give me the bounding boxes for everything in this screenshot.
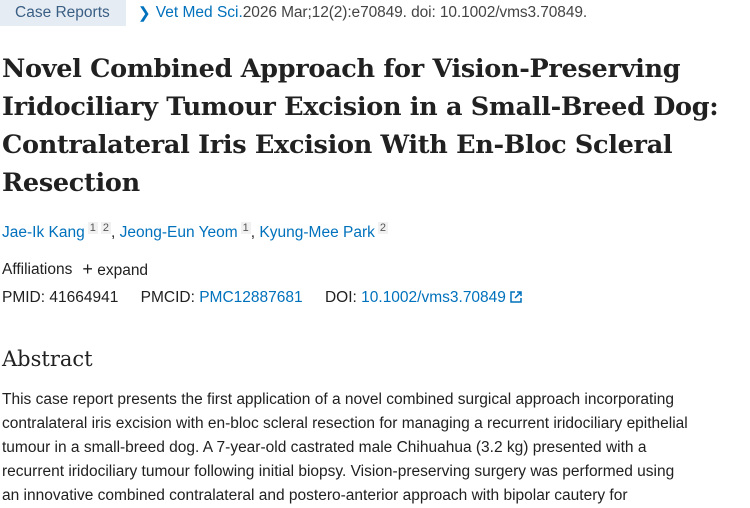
affiliations-row: Affiliations + expand — [2, 259, 149, 280]
article-title: Novel Combined Approach for Vision-Prese… — [2, 50, 719, 202]
author-link[interactable]: Jae-Ik Kang — [2, 224, 85, 241]
abstract-line: an innovative combined contralateral and… — [2, 487, 628, 504]
journal-link[interactable]: Vet Med Sci. — [155, 4, 243, 21]
pmid-value: 41664941 — [49, 289, 119, 306]
title-line: Contralateral Iris Excision With En-Bloc… — [2, 130, 673, 160]
author-link[interactable]: Kyung-Mee Park — [259, 224, 375, 241]
abstract-heading: Abstract — [2, 347, 93, 371]
chevron-right-icon[interactable]: ❯ — [137, 4, 151, 22]
pmcid-label: PMCID: — [140, 289, 195, 306]
pmcid-link[interactable]: PMC12887681 — [199, 289, 303, 306]
abstract-line: tumour in a small-breed dog. A 7-year-ol… — [2, 439, 647, 456]
doi-link[interactable]: 10.1002/vms3.70849 — [361, 289, 506, 306]
doi-label: DOI: — [324, 289, 357, 306]
citation-text: 2026 Mar;12(2):e70849. doi: 10.1002/vms3… — [242, 4, 588, 21]
affiliations-label: Affiliations — [2, 261, 73, 278]
citation-bar: Case Reports ❯ Vet Med Sci. 2026 Mar;12(… — [0, 0, 587, 26]
abstract-line: This case report presents the first appl… — [2, 391, 675, 408]
expand-label: expand — [97, 262, 149, 279]
affiliation-ref[interactable]: 1 — [240, 222, 251, 234]
abstract-line: contralateral iris excision with en-bloc… — [2, 415, 688, 432]
abstract-text: This case report presents the first appl… — [2, 388, 688, 508]
title-line: Resection — [2, 168, 140, 198]
pmid-label: PMID: — [2, 289, 46, 306]
affiliation-ref[interactable]: 2 — [377, 222, 388, 234]
author-list: Jae-Ik Kang 1 2, Jeong-Eun Yeom 1, Kyung-Me… — [2, 222, 388, 241]
plus-icon: + — [82, 259, 93, 279]
title-line: Novel Combined Approach for Vision-Prese… — [2, 54, 681, 84]
abstract-line: recurrent iridociliary tumour following … — [2, 463, 675, 480]
expand-affiliations-button[interactable]: + expand — [82, 259, 149, 280]
article-type-badge: Case Reports — [0, 0, 126, 26]
title-line: Iridociliary Tumour Excision in a Small-… — [2, 92, 719, 122]
identifiers-row: PMID: 41664941 PMCID: PMC12887681 DOI: 1… — [2, 289, 522, 307]
external-link-icon[interactable] — [510, 291, 522, 303]
affiliation-ref[interactable]: 2 — [100, 222, 111, 234]
affiliation-ref[interactable]: 1 — [87, 222, 98, 234]
author-link[interactable]: Jeong-Eun Yeom — [119, 224, 238, 241]
